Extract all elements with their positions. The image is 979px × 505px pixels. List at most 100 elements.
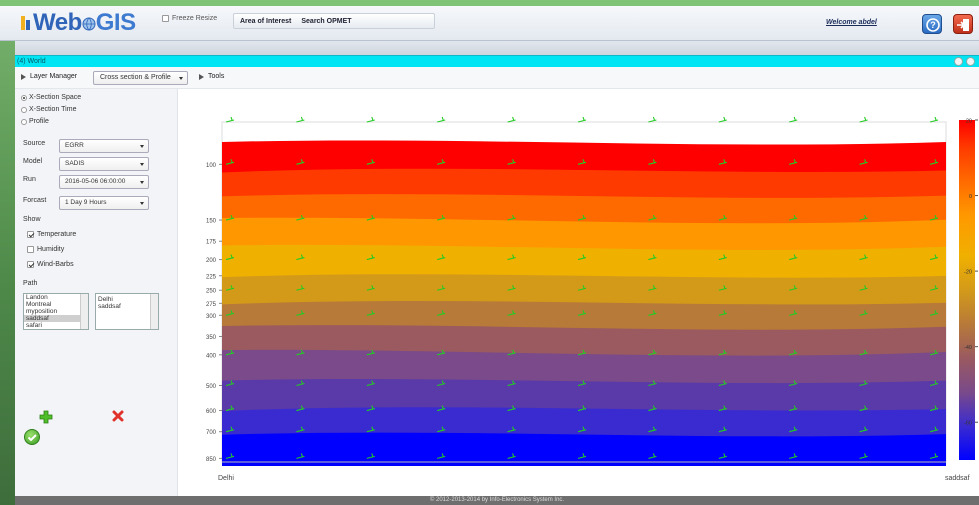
y-axis-ticks: 100 150 175 200 225 250 275 300 350 400 500 600 700 8… — [206, 163, 222, 463]
wind-barb — [366, 380, 375, 387]
chevron-down-icon — [140, 145, 144, 148]
radio-button[interactable] — [21, 106, 27, 113]
wind-barb — [437, 310, 446, 316]
wind-barb — [929, 285, 939, 291]
tools-toggle[interactable]: Tools — [199, 73, 224, 80]
app-logo: Web GIS — [20, 10, 136, 36]
y-tick-label: 850 — [206, 457, 217, 463]
list-item[interactable]: myposition — [26, 308, 58, 315]
remove-point-icon[interactable] — [112, 410, 124, 422]
wind-barb — [225, 310, 235, 316]
wind-barb — [718, 380, 727, 387]
radio-button[interactable] — [21, 118, 27, 125]
show-humidity[interactable]: Humidity — [27, 246, 64, 253]
checkbox[interactable] — [27, 231, 34, 238]
wind-barb — [437, 214, 446, 221]
wind-barb — [718, 214, 727, 221]
wind-barb — [507, 380, 516, 387]
list-item-selected[interactable]: saddsaf — [24, 315, 88, 322]
list-scrollbar[interactable] — [150, 294, 158, 329]
colorbar-tick-label: -20 — [964, 270, 972, 276]
wind-barb — [648, 254, 657, 261]
path-points-list[interactable]: Delhi saddsaf — [95, 293, 159, 330]
wind-barb — [577, 116, 587, 123]
wind-barb — [507, 405, 516, 412]
wind-barb — [929, 214, 939, 221]
maximize-icon[interactable] — [966, 57, 975, 66]
wind-barb — [296, 310, 305, 316]
exit-button[interactable] — [953, 14, 973, 34]
wind-barb — [789, 349, 798, 356]
layer-manager-label: Layer Manager — [30, 73, 78, 80]
list-item[interactable]: Landon — [26, 294, 48, 301]
wind-barb — [296, 214, 305, 221]
run-label: Run — [23, 176, 36, 183]
add-point-icon[interactable] — [39, 410, 53, 424]
tab-search-opmet[interactable]: Search OPMET — [301, 17, 352, 25]
checkbox[interactable] — [27, 261, 34, 268]
minimize-icon[interactable] — [954, 57, 963, 66]
tools-label: Tools — [208, 73, 225, 80]
radio-x-section-space[interactable]: X-Section Space — [21, 94, 81, 101]
wind-barb — [507, 426, 516, 433]
wind-barb — [789, 254, 798, 261]
freeze-label: Freeze Resize — [172, 15, 218, 22]
colorbar-tick-label: -40 — [964, 345, 972, 351]
wind-barb — [577, 426, 587, 433]
forecast-select[interactable]: 1 Day 9 Hours — [59, 196, 149, 210]
checkbox-label: Temperature — [37, 231, 77, 238]
chevron-down-icon — [140, 181, 144, 184]
radio-button[interactable] — [21, 94, 27, 101]
tab-area-of-interest[interactable]: Area of Interest — [240, 17, 292, 25]
list-item[interactable]: safari — [26, 322, 42, 329]
radio-x-section-time[interactable]: X-Section Time — [21, 106, 76, 113]
wind-barb — [225, 285, 235, 291]
wind-barb — [296, 285, 305, 291]
wind-barb — [366, 116, 375, 123]
wind-barb — [296, 405, 305, 412]
available-points-list[interactable]: Landon Montreal myposition saddsaf safar… — [23, 293, 89, 330]
wind-barb — [929, 310, 939, 316]
wind-barb — [648, 285, 657, 291]
wind-barb — [648, 426, 657, 433]
wind-barb — [577, 380, 587, 387]
y-tick-label: 175 — [206, 240, 217, 246]
wind-barb — [225, 405, 235, 412]
path-label: Path — [23, 280, 38, 287]
freeze-checkbox[interactable] — [162, 15, 169, 22]
colorbar-tick-label: 0 — [969, 194, 972, 200]
model-select[interactable]: SADIS — [59, 157, 149, 171]
logo-text-gis: GIS — [95, 9, 136, 36]
list-item[interactable]: Montreal — [26, 301, 52, 308]
apply-check-button[interactable] — [24, 429, 40, 445]
show-wind-barbs[interactable]: Wind-Barbs — [27, 261, 74, 268]
y-tick-label: 500 — [206, 384, 217, 390]
list-item[interactable]: Delhi — [98, 296, 113, 303]
wind-barb — [648, 159, 657, 165]
mode-select[interactable]: Cross section & Profile — [93, 71, 188, 85]
wind-barb — [507, 254, 516, 261]
list-item[interactable]: saddsaf — [98, 303, 121, 310]
wind-barb — [577, 310, 587, 316]
wind-barb — [507, 349, 516, 356]
wind-barb — [437, 159, 446, 165]
wind-barb — [296, 380, 305, 387]
show-temperature[interactable]: Temperature — [27, 231, 76, 238]
source-select[interactable]: EGRR — [59, 139, 149, 153]
welcome-link[interactable]: Welcome abdel — [826, 19, 877, 26]
y-tick-label: 150 — [206, 219, 217, 225]
help-button[interactable]: ? — [922, 14, 942, 34]
checkbox[interactable] — [27, 246, 34, 253]
wind-barb — [366, 254, 375, 261]
freeze-resize-toggle[interactable]: Freeze Resize — [162, 15, 217, 22]
y-tick-label: 225 — [206, 274, 217, 280]
run-select[interactable]: 2016-05-06 06:00:00 — [59, 175, 149, 189]
wind-barb — [859, 380, 868, 387]
wind-barb — [648, 380, 657, 387]
list-scrollbar[interactable] — [80, 294, 88, 329]
wind-barb — [789, 453, 798, 459]
wind-barb — [859, 405, 868, 412]
footer: © 2012-2013-2014 by Info-Electronics Sys… — [15, 496, 979, 505]
radio-profile[interactable]: Profile — [21, 118, 49, 125]
layer-manager-toggle[interactable]: Layer Manager — [21, 73, 77, 80]
